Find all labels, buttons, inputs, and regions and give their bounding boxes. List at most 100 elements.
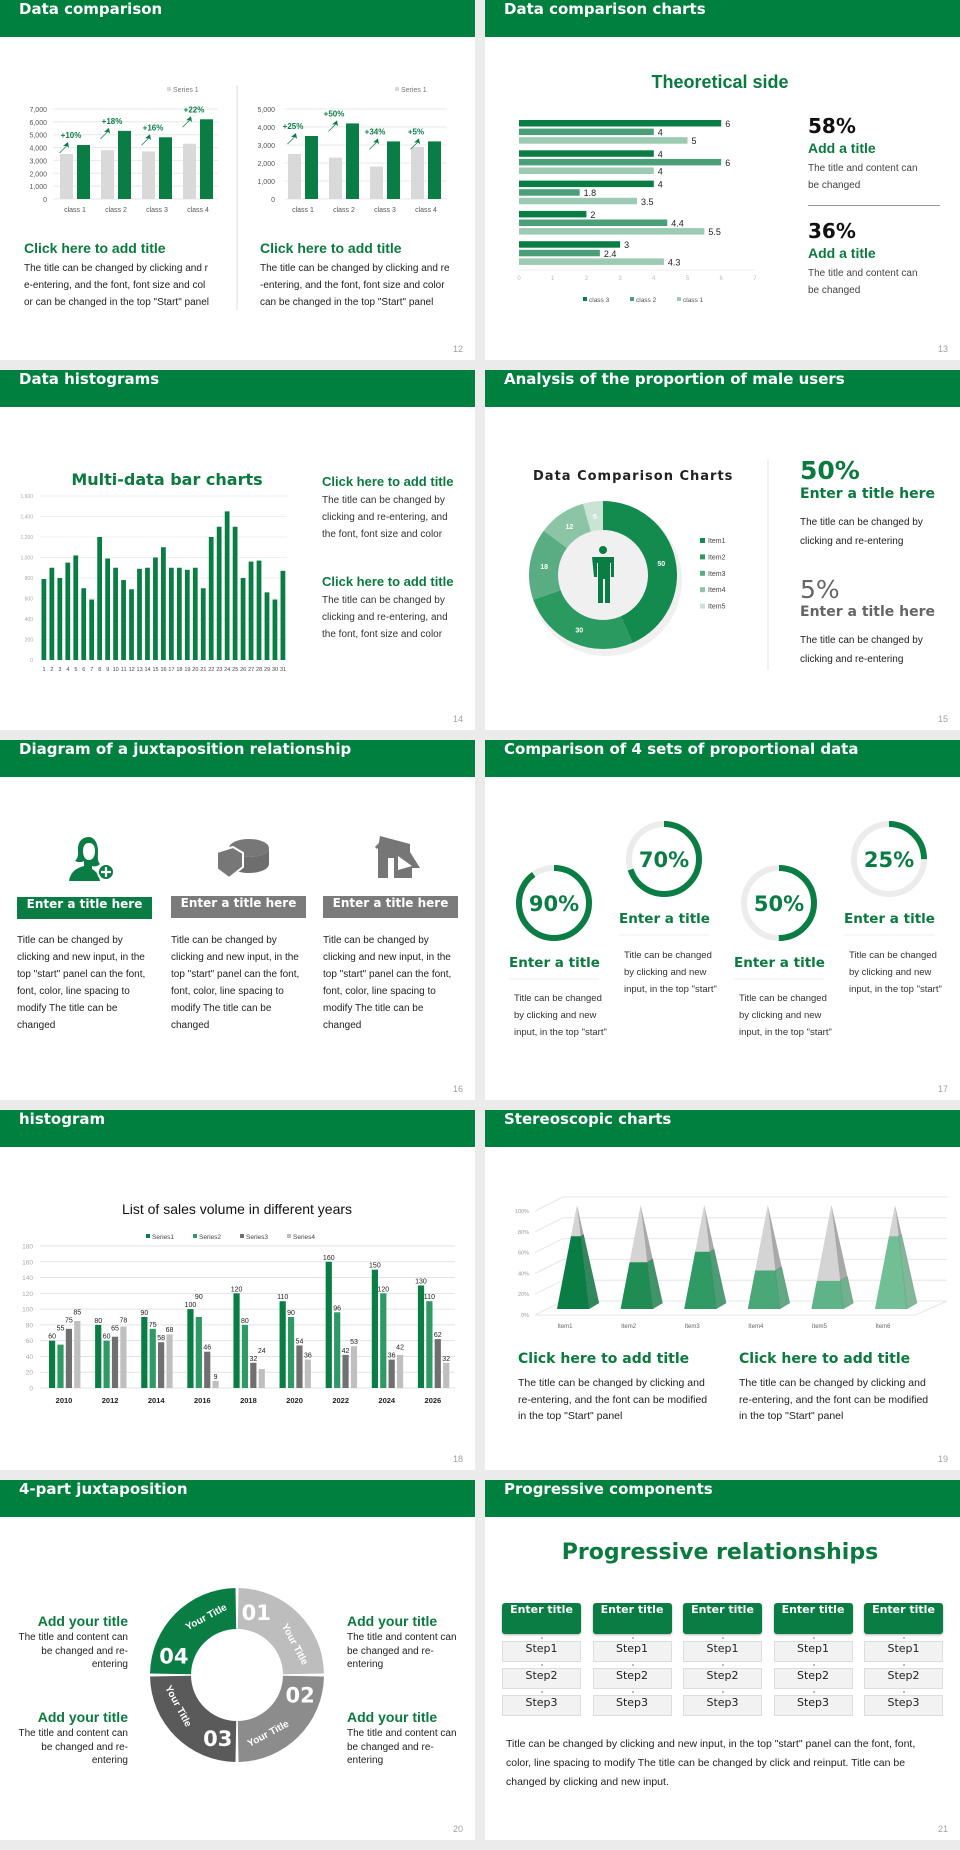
column-title[interactable]: Enter a title here: [323, 896, 458, 918]
bar: [184, 569, 190, 660]
connector-dot: [631, 1637, 634, 1639]
step-box[interactable]: Step3: [683, 1695, 762, 1716]
connector-dot: [541, 1664, 543, 1666]
block-heading[interactable]: Click here to add title: [518, 1351, 690, 1367]
step-header[interactable]: Enter title: [864, 1603, 943, 1634]
block-heading[interactable]: Add your title: [347, 1613, 438, 1629]
y-tick-label: 120: [22, 1291, 33, 1298]
step-box[interactable]: Step1: [773, 1641, 853, 1662]
x-tick-label: 1: [42, 667, 45, 673]
step-box[interactable]: Step1: [592, 1641, 672, 1662]
x-tick-label: 9: [106, 667, 109, 673]
ring-progress: [516, 865, 592, 941]
cycle-segment[interactable]: [150, 1675, 237, 1762]
column-title[interactable]: Enter a title here: [17, 897, 152, 919]
page-number: 21: [937, 1824, 948, 1834]
step-header[interactable]: Enter title: [592, 1603, 672, 1634]
stat-heading[interactable]: Enter a title here: [800, 604, 936, 620]
step-box[interactable]: Step2: [773, 1668, 853, 1689]
block-heading[interactable]: Add your title: [347, 1709, 438, 1725]
step-box[interactable]: Step3: [502, 1695, 581, 1716]
x-tick-label: 31: [280, 667, 286, 673]
divider: [808, 205, 940, 206]
cycle-segment[interactable]: [237, 1675, 324, 1762]
column-title[interactable]: Enter a title here: [171, 896, 306, 918]
left-heading[interactable]: Click here to add title: [24, 240, 166, 256]
slide-header: Data histograms: [0, 370, 475, 407]
x-tick-label: 21: [200, 667, 206, 673]
bar: [519, 228, 705, 235]
ring-heading[interactable]: Enter a title: [509, 955, 600, 971]
pyramid-value-side: [774, 1265, 791, 1310]
stat-heading[interactable]: Add a title: [808, 245, 876, 261]
step-box[interactable]: Step1: [864, 1641, 943, 1662]
data-label: 4.4: [671, 219, 684, 229]
column-body: Title can be changed by clicking and new…: [323, 935, 452, 1031]
x-tick-label: 8: [98, 667, 101, 673]
legend-label: Series 1: [401, 87, 427, 94]
block-heading[interactable]: Add your title: [37, 1613, 128, 1629]
data-label: 65: [111, 1326, 119, 1333]
slide-13[interactable]: Data comparison charts Theoretical side …: [485, 0, 960, 360]
step-box[interactable]: Step2: [592, 1668, 672, 1689]
slide-18[interactable]: histogram List of sales volume in differ…: [0, 1110, 475, 1470]
slide-14[interactable]: Data histograms Multi-data bar charts 0 2…: [0, 370, 475, 730]
legend-label: Item5: [708, 604, 726, 611]
slide-21[interactable]: Progressive components Progressive relat…: [485, 1480, 960, 1840]
stat-body: The title and content can be changed: [808, 268, 918, 296]
legend-label: Series3: [246, 1234, 268, 1241]
ring-heading[interactable]: Enter a title: [844, 911, 935, 927]
progress-rings: 90% 70% 50% 25%: [509, 821, 934, 980]
step-header[interactable]: Enter title: [502, 1603, 581, 1634]
step-box[interactable]: Step1: [502, 1641, 581, 1662]
ring-percent-label: 70%: [639, 848, 689, 872]
slide-20[interactable]: 4-part juxtaposition 01 Your Title 02 Your …: [0, 1480, 475, 1840]
slide-12[interactable]: Data comparison 0 1,000 2,000 3,000 4,000 5,0…: [0, 0, 475, 360]
floor-line: [535, 1300, 948, 1316]
page-number: 16: [452, 1084, 463, 1094]
bar-series1: [411, 146, 424, 199]
bar: [192, 567, 198, 660]
step-header[interactable]: Enter title: [683, 1603, 762, 1634]
block-heading[interactable]: Click here to add title: [322, 474, 454, 489]
cycle-segment[interactable]: [150, 1588, 237, 1675]
step-box[interactable]: Step1: [683, 1641, 762, 1662]
slide-19[interactable]: Stereoscopic charts 0% 20% 40% 60% 80% 100% It…: [485, 1110, 960, 1470]
ring-heading[interactable]: Enter a title: [734, 955, 825, 971]
step-box[interactable]: Step3: [773, 1695, 853, 1716]
legend-label: class 2: [636, 297, 657, 304]
y-tick-label: 180: [22, 1244, 33, 1251]
bar: [74, 1320, 81, 1388]
y-tick-label: 1,600: [20, 494, 33, 500]
step-header[interactable]: Enter title: [773, 1603, 853, 1634]
step-box[interactable]: Step3: [592, 1695, 672, 1716]
x-tick-label: 2: [50, 667, 53, 673]
block-heading[interactable]: Add your title: [37, 1709, 128, 1725]
cycle-segment[interactable]: [237, 1588, 324, 1675]
pyramid-value: [557, 1236, 589, 1309]
x-tick-label: 5: [686, 276, 690, 282]
ring-heading[interactable]: Enter a title: [619, 911, 710, 927]
step-box[interactable]: Step2: [864, 1668, 943, 1689]
bar: [248, 561, 254, 660]
data-label: 5: [692, 136, 697, 146]
block-heading[interactable]: Click here to add title: [322, 574, 454, 589]
connector-dot: [812, 1637, 815, 1639]
step-box[interactable]: Step3: [864, 1695, 943, 1716]
legend-swatch: [146, 1234, 150, 1238]
slide-17[interactable]: Comparison of 4 sets of proportional dat…: [485, 740, 960, 1100]
slide-16[interactable]: Diagram of a juxtaposition relationship …: [0, 740, 475, 1100]
slide-15[interactable]: Analysis of the proportion of male users…: [485, 370, 960, 730]
step-box[interactable]: Step2: [502, 1668, 581, 1689]
page-number: 18: [452, 1454, 463, 1464]
block-heading[interactable]: Click here to add title: [739, 1351, 911, 1367]
x-tick-label: class 2: [333, 207, 355, 214]
stat-heading[interactable]: Add a title: [808, 140, 876, 156]
data-label: 4.3: [668, 257, 681, 267]
stat-heading[interactable]: Enter a title here: [800, 486, 936, 502]
right-heading[interactable]: Click here to add title: [260, 240, 402, 256]
step-box[interactable]: Step2: [683, 1668, 762, 1689]
y-tick-label: 80: [26, 1322, 34, 1329]
stat-value: 36%: [808, 219, 856, 243]
x-tick-label: 11: [121, 667, 127, 673]
